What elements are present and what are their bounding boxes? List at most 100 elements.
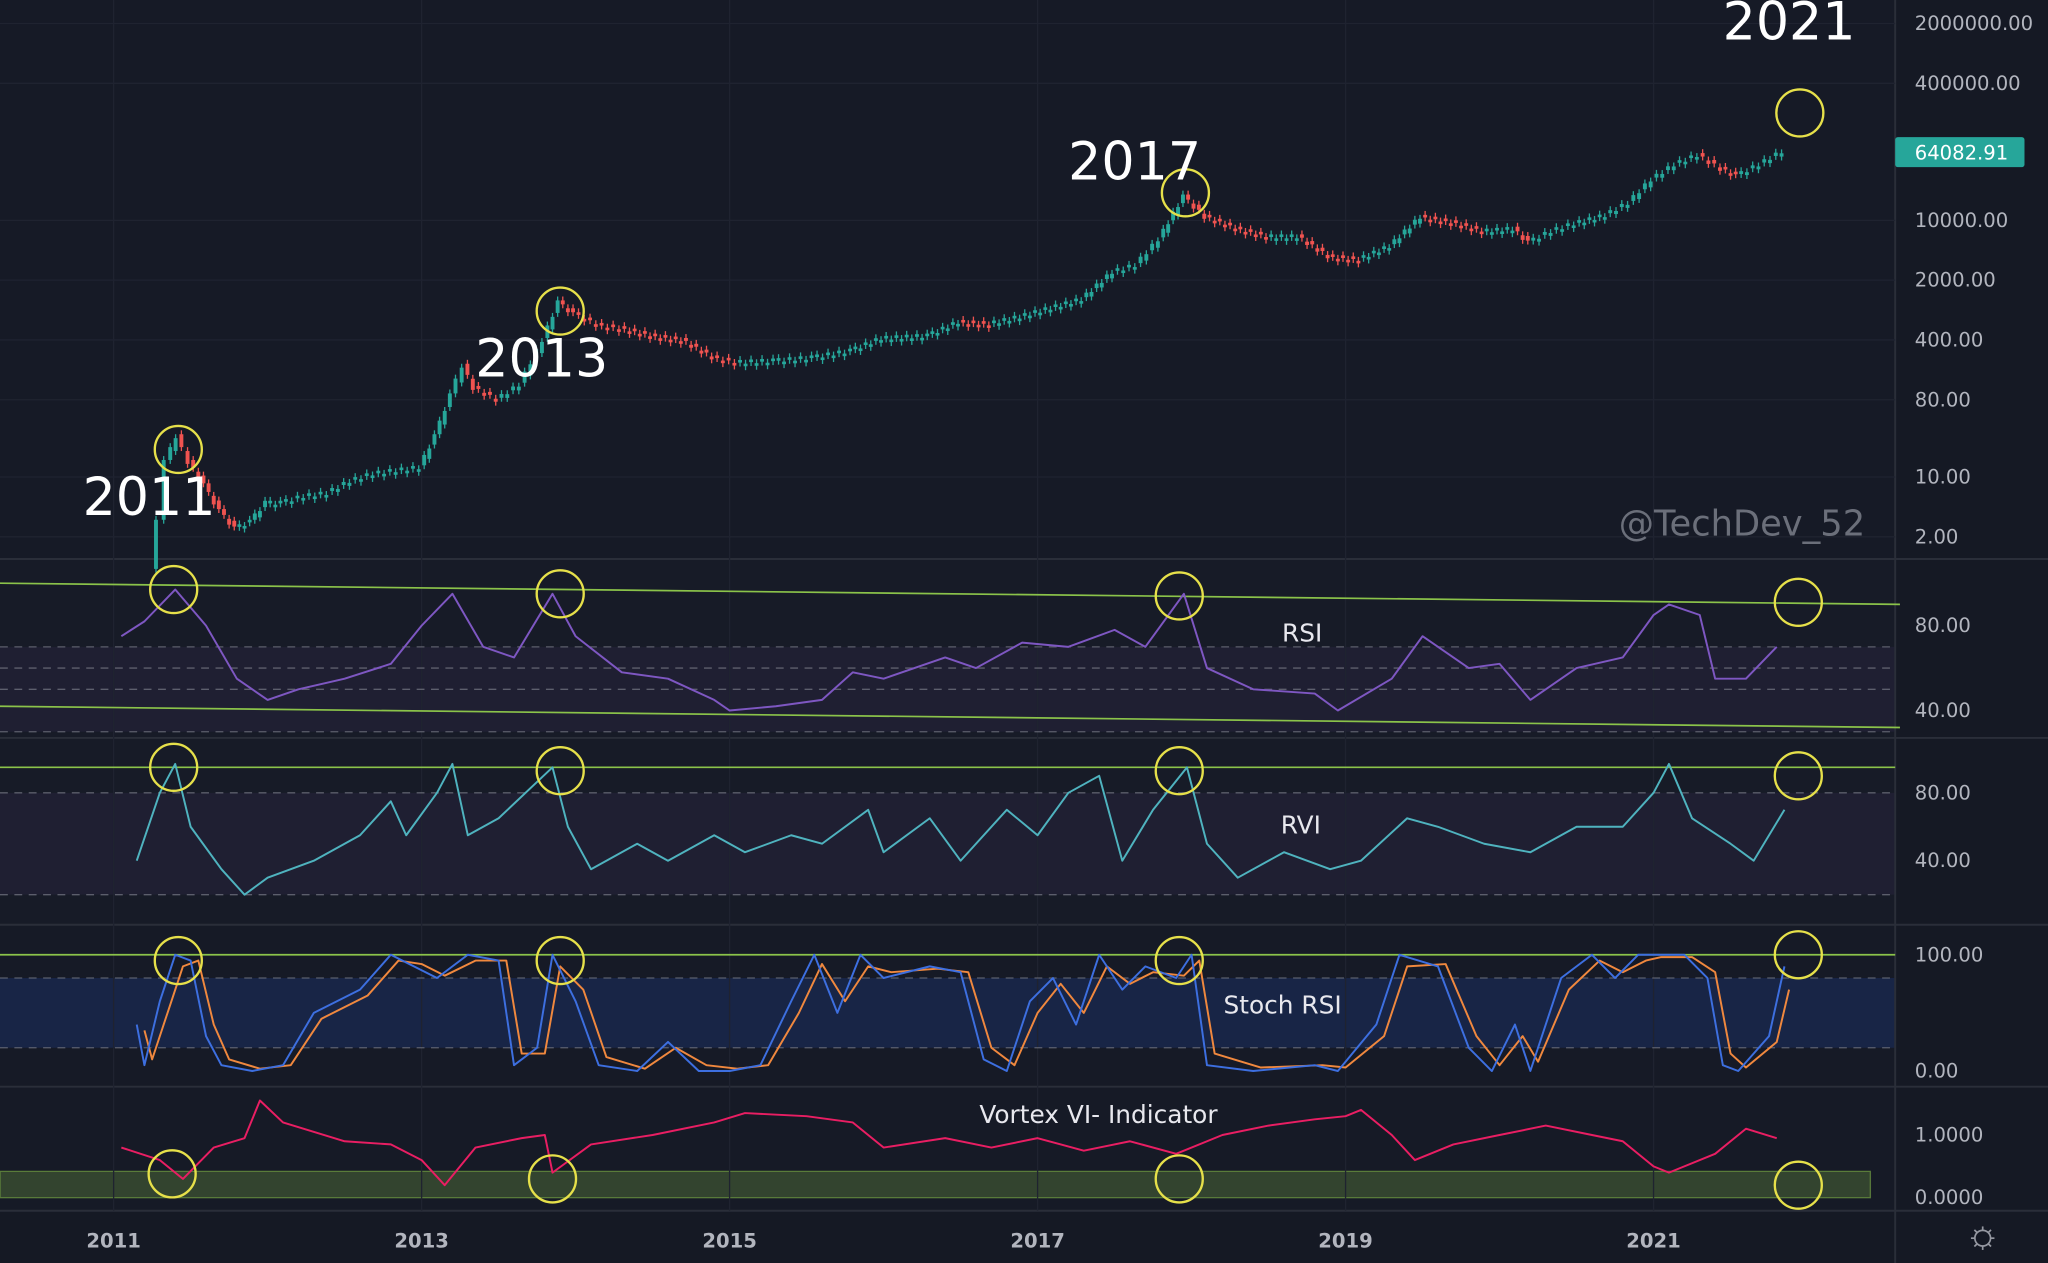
- candle: [966, 324, 971, 327]
- candle: [1459, 225, 1464, 229]
- vortex-line: [121, 1099, 1778, 1187]
- candle: [611, 324, 616, 328]
- candle: [1012, 315, 1017, 319]
- panel-background: [0, 924, 1896, 1087]
- candle: [1756, 166, 1761, 170]
- candle: [1048, 309, 1053, 313]
- candle: [1631, 195, 1636, 201]
- candle: [1433, 216, 1438, 220]
- candle: [1176, 207, 1180, 216]
- candle: [704, 349, 709, 353]
- settings-gear-icon[interactable]: [1970, 1226, 1995, 1250]
- candle: [1346, 259, 1351, 263]
- candle: [1294, 238, 1299, 241]
- candle: [749, 359, 754, 363]
- candle: [997, 323, 1002, 326]
- candle: [935, 332, 940, 336]
- candle: [1121, 270, 1126, 274]
- candle: [1489, 232, 1494, 235]
- candle: [1602, 217, 1607, 220]
- candle: [1479, 231, 1484, 235]
- candle: [447, 393, 452, 408]
- candle: [1196, 204, 1201, 210]
- candle: [1464, 223, 1469, 226]
- candle: [1739, 171, 1744, 175]
- candle: [237, 524, 242, 527]
- candle: [1443, 218, 1448, 222]
- x-tick-label: 2013: [394, 1229, 449, 1252]
- candle: [1228, 222, 1233, 226]
- candle: [1310, 241, 1315, 245]
- candle: [1382, 246, 1387, 249]
- candle: [211, 495, 216, 505]
- candle: [347, 482, 352, 486]
- candle: [879, 340, 883, 343]
- candle: [1706, 160, 1711, 164]
- rsi-title: RSI: [1282, 618, 1322, 647]
- candle: [1637, 193, 1642, 200]
- candle: [247, 519, 252, 523]
- rvi-line: [135, 762, 1786, 896]
- candle: [1038, 312, 1043, 316]
- candle: [273, 504, 278, 508]
- candle: [1625, 204, 1630, 208]
- candle: [925, 333, 930, 337]
- candle: [1554, 227, 1559, 230]
- candle: [1448, 223, 1453, 226]
- panel-background: [0, 559, 1896, 738]
- candle: [1166, 224, 1171, 233]
- x-tick-label: 2017: [1010, 1229, 1065, 1252]
- candle: [1412, 219, 1417, 225]
- candle: [1335, 258, 1340, 262]
- candle: [335, 488, 340, 492]
- candle: [743, 363, 748, 367]
- candle: [387, 469, 392, 472]
- candle: [582, 318, 587, 322]
- candle: [1233, 228, 1238, 232]
- candle: [1597, 214, 1602, 218]
- x-tick-label: 2019: [1318, 1229, 1373, 1252]
- cycle-year-label: 2013: [475, 329, 608, 389]
- candle: [393, 472, 398, 475]
- candle: [1712, 159, 1717, 164]
- candle: [1243, 231, 1248, 235]
- candle: [476, 385, 481, 389]
- rsi-trendline: [0, 582, 1900, 606]
- candle: [899, 338, 904, 342]
- rvi-title: RVI: [1281, 810, 1321, 839]
- candle: [950, 322, 955, 325]
- candle: [1469, 228, 1474, 232]
- candle: [1284, 238, 1289, 241]
- candle: [1144, 254, 1149, 261]
- candle: [442, 410, 447, 425]
- candle: [798, 356, 803, 359]
- candle: [1279, 234, 1284, 238]
- y-tick-label: 2000000.00: [1915, 12, 2033, 35]
- candle: [154, 519, 158, 569]
- candle: [622, 326, 627, 329]
- vortex-band: [0, 1170, 1872, 1199]
- candle: [1515, 226, 1520, 232]
- candle: [528, 364, 533, 376]
- candle: [627, 331, 632, 334]
- candle: [289, 501, 294, 504]
- candle: [884, 335, 889, 339]
- candle: [991, 320, 996, 324]
- candle: [776, 358, 781, 361]
- candle: [1325, 254, 1330, 259]
- candle: [1330, 254, 1335, 257]
- candle: [1744, 172, 1749, 176]
- x-tick-label: 2011: [86, 1229, 141, 1252]
- highlight-circle: [1154, 746, 1204, 796]
- candle: [201, 475, 206, 484]
- candle: [405, 470, 410, 474]
- candle: [1453, 220, 1458, 223]
- candle: [427, 448, 432, 459]
- candle: [914, 334, 919, 337]
- candle: [1371, 250, 1376, 254]
- candle: [196, 471, 201, 480]
- stoch-d-line: [143, 956, 1791, 1070]
- candle: [1074, 298, 1079, 302]
- candle: [185, 451, 190, 464]
